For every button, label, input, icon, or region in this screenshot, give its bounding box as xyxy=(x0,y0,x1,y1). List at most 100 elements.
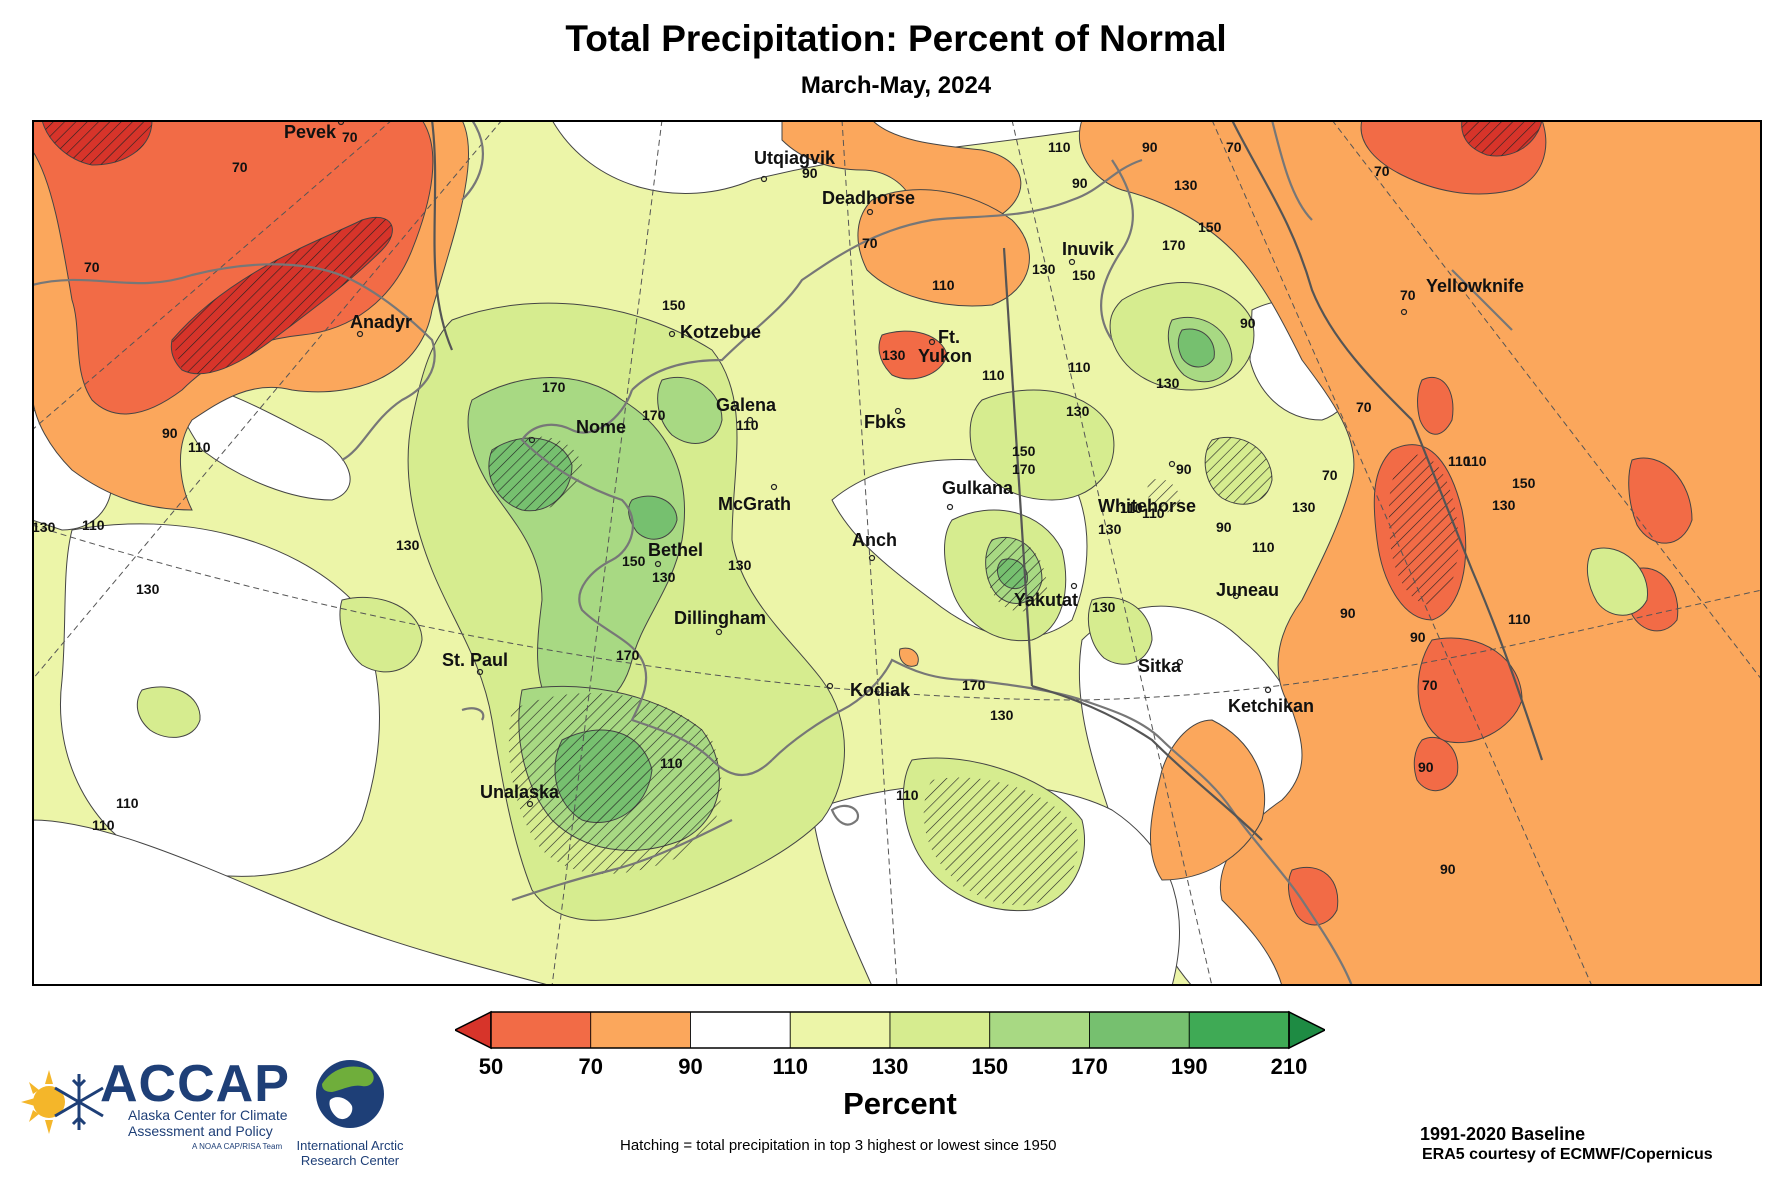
contour-label: 90 xyxy=(1418,759,1434,775)
colorbar-swatch xyxy=(590,1011,691,1049)
contour-label: 130 xyxy=(1032,261,1056,277)
contour-label: 130 xyxy=(396,537,420,553)
colorbar-swatch xyxy=(1188,1011,1290,1049)
contour-label: 130 xyxy=(1098,521,1122,537)
contour-label: 90 xyxy=(1216,519,1232,535)
colorbar-swatch xyxy=(690,1011,791,1049)
contour-label: 130 xyxy=(1092,599,1116,615)
contour-label: 150 xyxy=(1198,219,1222,235)
iarc-line2: Research Center xyxy=(300,1153,400,1168)
contour-label: 130 xyxy=(1066,403,1090,419)
contour-label: 110 xyxy=(896,787,919,803)
colorbar-swatch xyxy=(889,1011,991,1049)
contour-label: 70 xyxy=(1226,139,1242,155)
contour-label: 110 xyxy=(982,367,1005,383)
political-borders xyxy=(430,120,1544,841)
city-marker xyxy=(1264,686,1272,694)
contour-label: 130 xyxy=(32,519,56,535)
city-marker xyxy=(356,330,364,338)
contour-label: 110 xyxy=(92,817,115,833)
city-marker xyxy=(654,560,662,568)
city-marker xyxy=(928,338,936,346)
contour-label: 90 xyxy=(162,425,178,441)
city-marker xyxy=(1176,658,1184,666)
colorbar-over-triangle xyxy=(1288,1010,1325,1050)
contour-label: 110 xyxy=(1448,453,1471,469)
contour-label: 130 xyxy=(652,569,676,585)
contour-label: 70 xyxy=(1322,467,1338,483)
city-marker xyxy=(1168,460,1176,468)
contour-label: 90 xyxy=(1340,605,1356,621)
contour-label: 150 xyxy=(1072,267,1096,283)
contour-label: 110 xyxy=(188,439,211,455)
city-label: Ketchikan xyxy=(1228,696,1314,716)
accap-line1: Alaska Center for Climate xyxy=(128,1107,288,1123)
contour-label: 150 xyxy=(622,553,646,569)
data-credit: ERA5 courtesy of ECMWF/Copernicus xyxy=(1422,1146,1713,1163)
map-subtitle: March-May, 2024 xyxy=(800,72,992,99)
contour-label: 170 xyxy=(542,379,566,395)
city-marker xyxy=(1232,592,1240,600)
contour-label: 130 xyxy=(136,581,160,597)
colorbar-tick-label: 190 xyxy=(1170,1054,1208,1079)
contour-label: 150 xyxy=(1012,443,1036,459)
contour-label: 90 xyxy=(1240,315,1256,331)
accap-line2: Assessment and Policy xyxy=(128,1123,273,1139)
colorbar-tick-label: 130 xyxy=(871,1054,909,1079)
city-label: Deadhorse xyxy=(822,188,915,208)
contour-label: 130 xyxy=(990,707,1014,723)
accap-name: ACCAP xyxy=(100,1055,290,1113)
city-label: Kotzebue xyxy=(680,322,761,342)
colorbar-swatch xyxy=(789,1011,891,1049)
contour-label: 70 xyxy=(84,259,100,275)
contour-label: 170 xyxy=(1012,461,1036,477)
contour-label: 110 xyxy=(1464,453,1487,469)
city-marker xyxy=(746,416,754,424)
contour-label: 110 xyxy=(660,755,683,771)
contour-label: 90 xyxy=(1142,139,1158,155)
colorbar-tick-label: 150 xyxy=(971,1054,1009,1079)
hatching-note: Hatching = total precipitation in top 3 … xyxy=(620,1137,1057,1154)
contour-label: 110 xyxy=(1508,611,1531,627)
contour-label: 70 xyxy=(1400,287,1416,303)
city-label: Dillingham xyxy=(674,608,766,628)
contour-label: 170 xyxy=(962,677,986,693)
contour-label: 130 xyxy=(728,557,752,573)
contour-label: 70 xyxy=(1356,399,1372,415)
city-label: Galena xyxy=(716,395,777,415)
contour-label: 90 xyxy=(1440,861,1456,877)
contour-label: 70 xyxy=(862,235,878,251)
contour-label: 70 xyxy=(1422,677,1438,693)
city-label: Gulkana xyxy=(942,478,1014,498)
contour-label: 130 xyxy=(1174,177,1198,193)
city-marker xyxy=(868,554,876,562)
colorbar xyxy=(455,1010,1325,1050)
city-marker xyxy=(668,330,676,338)
contour-label: 90 xyxy=(1072,175,1088,191)
colorbar-swatch xyxy=(1089,1011,1190,1049)
city-marker xyxy=(946,503,954,511)
contour-label: 130 xyxy=(1292,499,1316,515)
accap-line3: A NOAA CAP/RISA Team xyxy=(192,1142,283,1151)
iarc-line1: International Arctic xyxy=(296,1138,404,1153)
colorbar-title: Percent xyxy=(843,1086,957,1121)
contour-label: 90 xyxy=(1176,461,1192,477)
city-labels: Pevek Anadyr Utqiagvik Deadhorse Inuvik … xyxy=(284,122,1524,802)
contour-label: 150 xyxy=(662,297,686,313)
colorbar-tick-label: 90 xyxy=(678,1054,703,1079)
city-marker xyxy=(1070,582,1078,590)
coastlines xyxy=(32,120,1513,986)
city-marker xyxy=(528,436,536,444)
city-marker xyxy=(1068,258,1076,266)
contour-labels: 70 70 70 70 70 70 70 70 70 70 90 90 90 9… xyxy=(32,129,1536,877)
contour-label: 70 xyxy=(1374,163,1390,179)
city-label: Juneau xyxy=(1216,580,1279,600)
city-label: Kodiak xyxy=(850,680,911,700)
city-marker xyxy=(1400,308,1408,316)
precipitation-map: 70 70 70 70 70 70 70 70 70 70 90 90 90 9… xyxy=(32,120,1762,986)
contour-label: 90 xyxy=(802,165,818,181)
city-markers xyxy=(337,120,1408,808)
map-frame xyxy=(32,120,1762,986)
iarc-globe-icon xyxy=(316,1060,384,1128)
colorbar-swatch xyxy=(989,1011,1090,1049)
